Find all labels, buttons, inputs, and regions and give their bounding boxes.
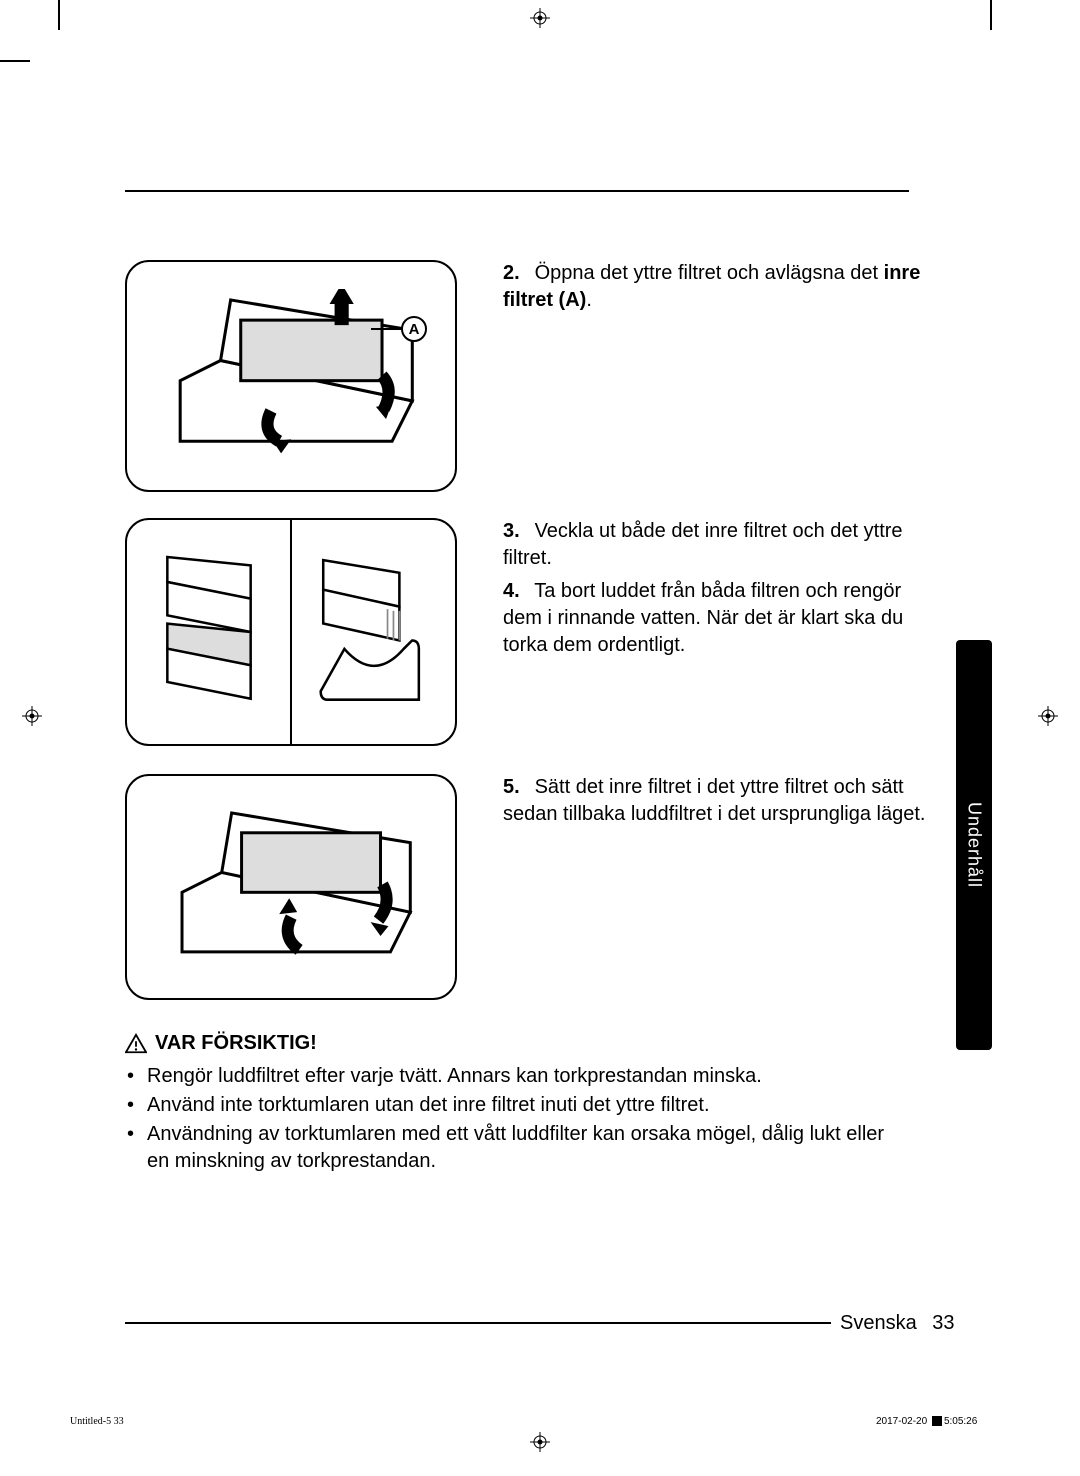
caution-block: VAR FÖRSIKTIG! Rengör luddfiltret efter … <box>125 1030 909 1177</box>
crop-mark <box>0 60 30 62</box>
registration-mark-icon <box>530 8 550 28</box>
caution-item: Använd inte torktumlaren utan det inre f… <box>147 1092 909 1119</box>
step-3-4-row: 3. Veckla ut både det inre filtret och d… <box>125 518 933 746</box>
footer-rule <box>125 1322 831 1324</box>
step-5-text: 5. Sätt det inre filtret i det yttre fil… <box>503 774 933 1000</box>
imposition-footer-right: 2017-02-20 5:05:26 <box>876 1416 977 1427</box>
imposition-time: 5:05:26 <box>944 1416 977 1427</box>
warning-icon <box>125 1033 147 1055</box>
filter-reinsert-illustration <box>160 803 422 972</box>
crop-mark <box>58 0 60 30</box>
step-2-text: 2. Öppna det yttre filtret och avlägsna … <box>503 260 933 492</box>
manual-page: A 2. Öppna det yttre filtret och avlägsn… <box>0 0 1080 1476</box>
callout-line <box>371 328 401 330</box>
registration-mark-icon <box>530 1432 550 1452</box>
section-tab-label: Underhåll <box>964 802 985 888</box>
filter-rinse-illustration <box>319 547 429 717</box>
step-number: 2. <box>503 260 529 287</box>
registration-mark-icon <box>1038 706 1058 726</box>
step-number: 3. <box>503 518 529 545</box>
crop-mark <box>990 0 992 30</box>
header-rule <box>125 190 909 192</box>
filter-unfold-illustration <box>159 547 259 717</box>
footer-language: Svenska <box>840 1312 917 1334</box>
caution-heading-text: VAR FÖRSIKTIG! <box>155 1030 317 1057</box>
step-5-row: 5. Sätt det inre filtret i det yttre fil… <box>125 774 933 1000</box>
step-text-pre: Öppna det yttre filtret och avlägsna det <box>535 262 884 284</box>
step-body: Öppna det yttre filtret och avlägsna det… <box>503 262 920 311</box>
figure-step-2: A <box>125 260 457 492</box>
step-body: Veckla ut både det inre filtret och det … <box>503 520 903 569</box>
figure-step-5 <box>125 774 457 1000</box>
caution-item: Rengör luddfiltret efter varje tvätt. An… <box>147 1063 909 1090</box>
step-number: 5. <box>503 774 529 801</box>
caution-heading: VAR FÖRSIKTIG! <box>125 1030 909 1057</box>
footer-language-page: Svenska 33 <box>840 1312 955 1335</box>
footer-page-number: 33 <box>932 1312 954 1334</box>
callout-label-a: A <box>401 316 427 342</box>
caution-item: Användning av torktumlaren med ett vått … <box>147 1121 909 1175</box>
caution-list: Rengör luddfiltret efter varje tvätt. An… <box>125 1063 909 1175</box>
imposition-footer-left: Untitled-5 33 <box>70 1416 124 1427</box>
step-body: Sätt det inre filtret i det yttre filtre… <box>503 776 925 825</box>
section-tab: Underhåll <box>956 640 992 1050</box>
figure-step-3-4 <box>125 518 457 746</box>
clock-icon <box>932 1416 942 1426</box>
step-body: Ta bort luddet från båda filtren och ren… <box>503 580 903 656</box>
filter-open-illustration <box>160 289 422 462</box>
step-text-post: . <box>586 289 592 311</box>
step-number: 4. <box>503 578 529 605</box>
imposition-date: 2017-02-20 <box>876 1416 927 1427</box>
step-2-row: A 2. Öppna det yttre filtret och avlägsn… <box>125 260 933 492</box>
step-3-4-text: 3. Veckla ut både det inre filtret och d… <box>503 518 933 746</box>
registration-mark-icon <box>22 706 42 726</box>
